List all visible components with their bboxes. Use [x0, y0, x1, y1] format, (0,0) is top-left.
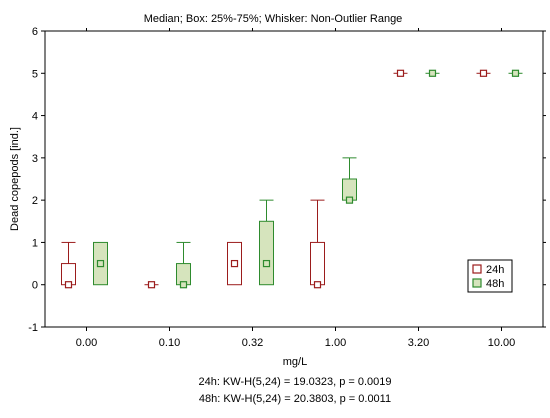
legend-swatch-48h	[472, 278, 482, 288]
y-tick-label: 2	[32, 195, 38, 207]
median-marker	[479, 69, 488, 77]
y-tick-label: 3	[32, 153, 38, 165]
boxplot-48h-0.32	[259, 199, 274, 286]
y-tick-label: 6	[32, 26, 38, 38]
x-tick-label: 0.00	[76, 337, 97, 349]
boxplot-48h-1.00	[342, 157, 357, 204]
x-tick-label: 0.10	[159, 337, 180, 349]
boxplot-48h-10.00	[508, 69, 523, 77]
boxplot-24h-0.10	[144, 281, 159, 289]
median-marker	[64, 281, 73, 289]
legend-label-24h: 24h	[486, 264, 504, 276]
median-marker	[396, 69, 405, 77]
boxplot-24h-1.00	[310, 199, 325, 289]
plot-frame	[44, 30, 544, 328]
y-tick-label: 0	[32, 280, 38, 292]
median-marker	[428, 69, 437, 77]
median-marker	[96, 259, 105, 268]
x-tick-label: 1.00	[325, 337, 346, 349]
x-axis-label: mg/L	[283, 356, 307, 368]
boxplot-24h-3.20	[393, 69, 408, 77]
y-axis-label: Dead copepods [ind.]	[9, 127, 21, 231]
x-tick-label: 3.20	[408, 337, 429, 349]
footnote-24h-stat: 24h: KW-H(5,24) = 19.0323, p = 0.0019	[198, 376, 391, 388]
x-tick-label: 10.00	[488, 337, 516, 349]
median-marker	[230, 259, 239, 268]
y-tick-label: 4	[32, 111, 38, 123]
legend-swatch-24h	[472, 264, 482, 274]
boxplot-24h-10.00	[476, 69, 491, 77]
y-tick-label: 1	[32, 237, 38, 249]
iqr-box	[310, 241, 325, 286]
axes: -1 0 1 2 3 4 5 6 0.00 0.10 0.32 1.00 3.20 10.00	[28, 26, 546, 349]
median-marker	[511, 69, 520, 77]
boxplot-48h-3.20	[425, 69, 440, 77]
y-tick-label: 5	[32, 68, 38, 80]
median-marker	[179, 281, 188, 289]
boxplot-24h-0.32	[227, 241, 242, 286]
chart-title: Median; Box: 25%-75%; Whisker: Non-Outli…	[144, 13, 403, 25]
median-marker	[313, 281, 322, 289]
median-marker	[147, 281, 156, 289]
y-tick-label: -1	[28, 322, 38, 334]
x-tick-label: 0.32	[242, 337, 263, 349]
boxplot-48h-0.00	[93, 241, 108, 286]
box-plots	[61, 69, 523, 289]
median-marker	[262, 259, 271, 268]
iqr-box	[259, 220, 274, 286]
footnote-48h-stat: 48h: KW-H(5,24) = 20.3803, p = 0.0011	[199, 393, 391, 405]
boxplot-48h-0.10	[176, 241, 191, 289]
legend-label-48h: 48h	[486, 278, 504, 290]
median-marker	[345, 196, 354, 204]
boxplot-24h-0.00	[61, 241, 76, 289]
